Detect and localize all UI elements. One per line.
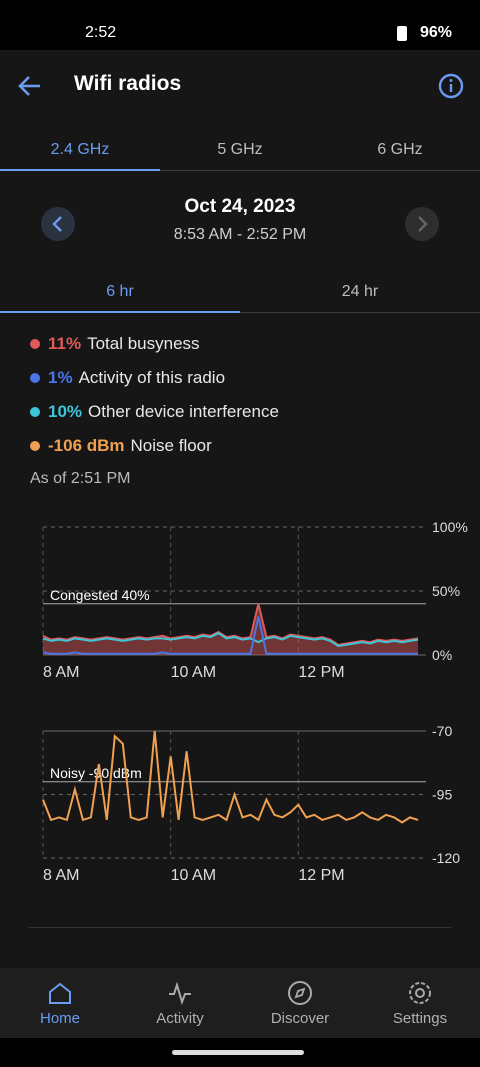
y-tick-label: 100% xyxy=(432,519,468,535)
range-tab[interactable]: 24 hr xyxy=(341,283,379,300)
band-tab[interactable]: 2.4 GHz xyxy=(0,130,160,171)
legend-dot xyxy=(30,373,40,383)
reference-label: Noisy -90 dBm xyxy=(50,765,142,781)
page-title: Wifi radios xyxy=(74,72,182,95)
range-tabs: 6 hr 24 hr xyxy=(0,272,480,313)
y-tick-label: -95 xyxy=(432,787,452,803)
back-button[interactable] xyxy=(16,72,44,100)
band-tabs: 2.4 GHz 5 GHz 6 GHz xyxy=(0,130,480,171)
y-tick-label: -120 xyxy=(432,850,460,866)
info-button[interactable] xyxy=(437,72,465,100)
legend-item: 10% Other device interference xyxy=(30,402,279,422)
legend-item: -106 dBm Noise floor xyxy=(30,436,212,456)
nav-item[interactable]: Home xyxy=(0,968,120,1038)
settings-icon xyxy=(409,982,431,1004)
gesture-bar xyxy=(0,1038,480,1067)
legend-value: 10% xyxy=(48,402,83,421)
x-tick-label: 12 PM xyxy=(298,867,344,884)
x-tick-label: 10 AM xyxy=(171,867,216,884)
nav-item[interactable]: Settings xyxy=(360,968,480,1038)
x-tick-label: 10 AM xyxy=(171,664,216,681)
y-tick-label: 50% xyxy=(432,583,460,599)
discover-icon xyxy=(288,981,312,1005)
legend-value: 1% xyxy=(48,368,73,387)
legend-label: Other device interference xyxy=(88,402,279,421)
home-icon xyxy=(49,982,71,1004)
nav-label: Home xyxy=(39,1010,80,1027)
legend-label: Total busyness xyxy=(87,334,200,353)
nav-label: Activity xyxy=(156,1010,204,1027)
reference-label: Congested 40% xyxy=(50,587,150,603)
legend-value: -106 dBm xyxy=(48,436,125,455)
prev-day[interactable] xyxy=(41,207,75,241)
charts: 0% 50% 100% 8 AM 10 AM 12 PM Congested 40% -70 -… xyxy=(42,519,468,884)
divider xyxy=(28,927,452,928)
legend-item: 11% Total busyness xyxy=(30,334,200,354)
band-tab[interactable]: 6 GHz xyxy=(377,141,423,158)
activity-icon xyxy=(169,981,191,1006)
gesture-handle xyxy=(172,1050,304,1055)
date-range: 8:53 AM - 2:52 PM xyxy=(173,226,307,243)
x-tick-label: 12 PM xyxy=(298,664,344,681)
nav-label: Settings xyxy=(392,1010,448,1027)
band-tab[interactable]: 5 GHz xyxy=(217,141,263,158)
legend-dot xyxy=(30,441,40,451)
y-tick-label: -70 xyxy=(432,723,452,739)
legend-dot xyxy=(30,407,40,417)
y-tick-label: 0% xyxy=(432,647,452,663)
nav-item[interactable]: Discover xyxy=(240,968,360,1038)
next-day[interactable] xyxy=(405,207,439,241)
battery-icon xyxy=(397,26,407,41)
legend-label: Noise floor xyxy=(130,436,212,455)
bottom-nav: Home Activity Discover Settings xyxy=(0,968,480,1038)
legend-label: Activity of this radio xyxy=(78,368,226,387)
line xyxy=(42,616,418,655)
line xyxy=(42,632,419,648)
line xyxy=(42,603,419,646)
status-time: 2:52 xyxy=(85,24,117,41)
date-day: Oct 24, 2023 xyxy=(184,196,296,217)
nav-label: Discover xyxy=(270,1010,330,1027)
range-tab[interactable]: 6 hr xyxy=(0,272,240,313)
legend-value: 11% xyxy=(48,334,82,353)
x-tick-label: 8 AM xyxy=(43,867,79,884)
x-tick-label: 8 AM xyxy=(43,664,79,681)
legend-dot xyxy=(30,339,40,349)
battery: 96% xyxy=(420,24,453,41)
legend-item: 1% Activity of this radio xyxy=(30,368,225,388)
as-of: As of 2:51 PM xyxy=(30,470,131,487)
area xyxy=(43,603,419,655)
status-bar: 2:52 96% xyxy=(0,0,480,50)
nav-item[interactable]: Activity xyxy=(120,968,240,1038)
line xyxy=(42,730,419,824)
